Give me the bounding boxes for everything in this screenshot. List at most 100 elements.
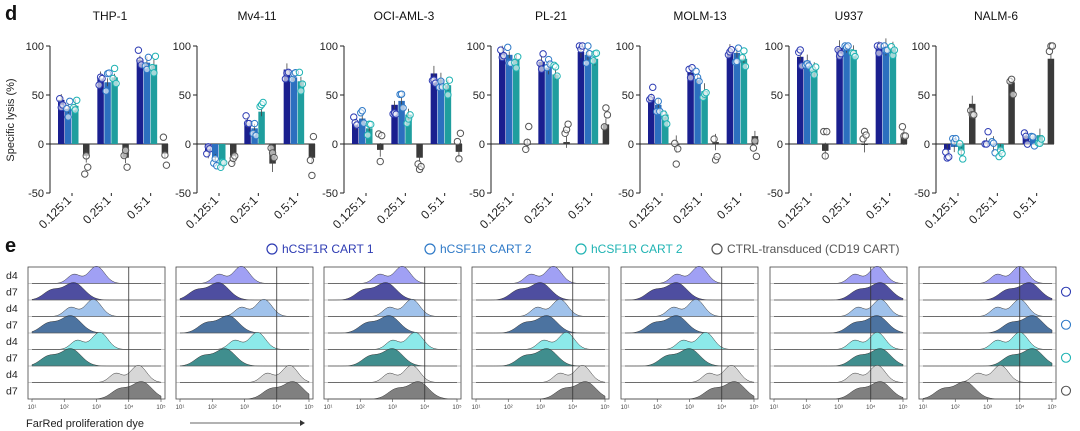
x-tick-label: 10³: [834, 405, 843, 411]
data-point: [417, 162, 425, 171]
x-tick-label: 0.25:1: [80, 193, 114, 227]
bar: [219, 144, 226, 166]
data-point: [220, 158, 228, 167]
y-tick-label: 100: [26, 41, 44, 53]
y-tick-label: -50: [618, 188, 634, 200]
bar: [444, 85, 452, 144]
y-tick-label: 100: [320, 41, 338, 53]
bar: [577, 51, 585, 144]
data-point: [812, 63, 820, 71]
bar: [733, 52, 741, 144]
y-tick-label: 100: [912, 41, 930, 53]
data-point: [134, 46, 143, 54]
histogram-trace: [328, 315, 457, 334]
y-tick-label: 0: [185, 139, 191, 151]
data-point: [603, 111, 612, 119]
panel-letter-e: e: [5, 235, 16, 257]
histogram-trace: [922, 381, 1052, 400]
data-point: [150, 69, 158, 77]
bar: [655, 104, 662, 144]
data-point: [733, 57, 741, 66]
x-tick-label: 0.5:1: [1010, 193, 1039, 222]
histogram-trace: [476, 331, 605, 350]
data-point: [600, 123, 609, 131]
bar: [405, 114, 412, 144]
row-label: d4: [6, 369, 18, 381]
data-point: [397, 90, 406, 98]
bar: [416, 144, 423, 158]
data-point: [297, 87, 305, 95]
y-tick-label: 100: [173, 41, 191, 53]
histogram-trace: [32, 265, 161, 284]
x-tick-label: 10³: [536, 405, 545, 411]
bar: [437, 79, 445, 144]
bar: [882, 46, 890, 145]
y-tick-label: 0: [479, 139, 485, 151]
bar: [552, 74, 559, 144]
bar: [969, 103, 976, 144]
histogram-trace: [476, 381, 606, 400]
histogram-trace: [625, 265, 754, 284]
x-tick-label: 10²: [356, 405, 365, 411]
x-tick-label: 10¹: [176, 405, 185, 411]
x-axis-label: FarRed proliferation dye: [26, 418, 144, 430]
x-tick-label: 10⁵: [600, 404, 610, 411]
x-tick-label: 10⁴: [124, 404, 134, 411]
histogram-trace: [476, 265, 605, 284]
data-point: [740, 47, 748, 55]
histogram-trace: [328, 265, 457, 284]
bar: [72, 105, 79, 144]
histogram-trace: [625, 298, 754, 317]
data-point: [602, 104, 610, 112]
histogram-trace: [625, 381, 755, 400]
histogram-trace: [923, 282, 1053, 301]
bar: [875, 46, 883, 144]
data-point: [1023, 140, 1032, 148]
x-tick-label: 10²: [60, 405, 69, 411]
bar: [161, 144, 169, 154]
data-point: [497, 46, 505, 54]
histogram-trace: [774, 298, 904, 317]
chart-title: U937: [835, 9, 864, 23]
x-tick-label: 10⁴: [1015, 404, 1025, 411]
data-point: [500, 51, 508, 60]
row-label: d7: [6, 287, 18, 299]
data-point: [522, 145, 530, 153]
bar: [513, 58, 520, 144]
data-point: [445, 76, 454, 84]
y-tick-label: 100: [616, 41, 634, 53]
histogram-panel: 10¹ 10² 10³ 10⁴ 10⁵: [323, 265, 462, 411]
x-tick-label: 0.25:1: [374, 193, 408, 227]
bar: [740, 58, 748, 144]
x-tick-label: 0.5:1: [124, 193, 153, 222]
data-point: [702, 89, 710, 97]
histogram-panel: 10¹ 10² 10³ 10⁴ 10⁵: [620, 265, 759, 411]
y-tick-label: 50: [473, 90, 485, 102]
data-point: [957, 148, 965, 156]
data-point: [392, 110, 400, 118]
y-tick-label: 50: [179, 90, 191, 102]
x-tick-label: 0.25:1: [227, 193, 261, 227]
bar: [283, 69, 291, 144]
legend-label: hCSF1R CART 2: [440, 242, 532, 256]
row-label: d4: [6, 336, 18, 348]
row-label: d4: [6, 303, 18, 315]
bar: [499, 52, 506, 144]
x-tick-label: 10⁴: [717, 404, 727, 411]
data-point: [98, 74, 106, 83]
data-point: [663, 120, 671, 128]
bar: [843, 48, 850, 144]
data-point: [444, 91, 452, 99]
data-point: [159, 133, 168, 141]
data-point: [810, 71, 818, 79]
x-tick-label: 10⁴: [866, 404, 876, 411]
x-tick-label: 10⁵: [156, 404, 166, 411]
y-axis-label: Specific lysis (%): [5, 78, 17, 161]
x-tick-label: 10⁵: [1047, 404, 1057, 411]
x-tick-label: 10⁵: [749, 404, 759, 411]
y-tick-label: 50: [771, 90, 783, 102]
data-point: [749, 144, 758, 152]
chart-title: Mv4-11: [237, 9, 276, 23]
